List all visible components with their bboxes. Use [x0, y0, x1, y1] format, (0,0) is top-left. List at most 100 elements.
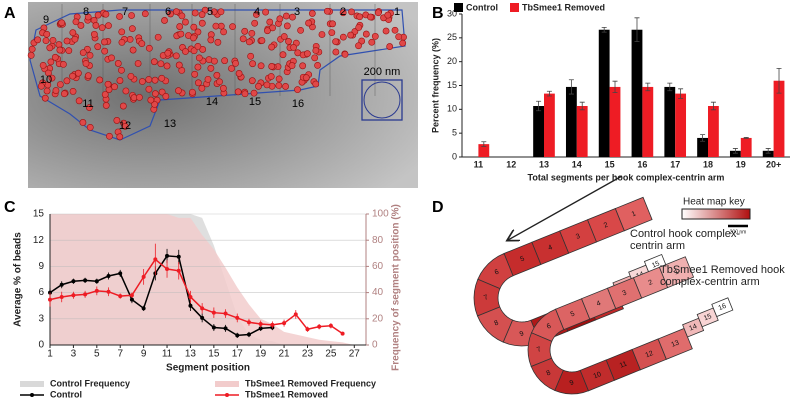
bead: [280, 33, 288, 40]
bead: [268, 43, 276, 51]
legend-label: TbSmee1 Removed Frequency: [245, 378, 376, 388]
segment-number: 7: [536, 346, 542, 354]
error-bar: [732, 148, 738, 154]
segment-number: 7: [122, 6, 128, 18]
bead: [69, 72, 76, 80]
point: [83, 292, 88, 297]
error-bar: [481, 141, 487, 147]
bead: [86, 123, 94, 131]
bead: [42, 37, 50, 45]
bead: [288, 62, 296, 69]
bead: [269, 24, 277, 32]
point: [71, 293, 76, 298]
bead: [204, 75, 212, 83]
scale-box: [361, 79, 403, 121]
error-bar: [776, 67, 782, 94]
bead: [302, 74, 310, 82]
bead: [43, 30, 51, 38]
bead: [177, 30, 185, 38]
bead: [69, 29, 77, 37]
bead: [248, 77, 256, 85]
hook-label: TbSmee1 Removed hook complex-centrin arm: [660, 264, 785, 288]
x-tick-label: 14: [572, 159, 582, 169]
bead: [358, 37, 366, 45]
bead: [221, 57, 229, 65]
bead: [276, 15, 284, 23]
bead: [145, 44, 153, 52]
point: [293, 312, 298, 317]
bead: [128, 12, 135, 19]
bead: [127, 72, 135, 80]
point: [200, 315, 205, 320]
error-bar: [579, 101, 585, 111]
point: [340, 331, 345, 336]
bead: [101, 91, 109, 98]
bead: [151, 76, 159, 84]
bead: [92, 22, 100, 29]
bead: [356, 13, 364, 21]
bead: [219, 84, 227, 92]
point: [153, 257, 158, 262]
hook-segment: [711, 297, 734, 318]
segment-number: 10: [40, 74, 52, 86]
segment-number: 5: [519, 255, 525, 263]
hook-label: Control hook complex-centrin arm: [630, 228, 741, 252]
bead: [84, 72, 92, 80]
bead: [328, 29, 336, 36]
error-bar: [645, 82, 651, 92]
x-tick-label: 19: [736, 159, 746, 169]
point: [129, 293, 134, 298]
point: [223, 311, 228, 316]
bead: [207, 36, 215, 44]
bead: [111, 83, 118, 91]
bead: [158, 88, 166, 96]
bead: [228, 65, 235, 72]
bead: [232, 59, 239, 67]
bead: [150, 58, 158, 66]
y-tick-label: 30: [447, 8, 457, 18]
point: [328, 323, 333, 328]
bead: [58, 19, 66, 27]
x-tick-label: 13: [185, 349, 197, 360]
bead: [60, 90, 68, 98]
bead: [303, 50, 311, 58]
bead: [216, 78, 223, 86]
key-gradient: [681, 208, 751, 220]
bead: [248, 29, 256, 37]
bead: [69, 88, 77, 95]
point: [223, 326, 228, 331]
segment-number: 16: [718, 303, 728, 312]
bead: [341, 51, 349, 58]
point: [270, 322, 275, 327]
bead: [275, 82, 283, 89]
bead: [332, 38, 340, 46]
bead: [161, 17, 168, 24]
y2-axis-label: Frequency of segment position (%): [391, 204, 402, 371]
bead: [163, 62, 171, 70]
point: [141, 274, 146, 279]
segment-number: 4: [547, 244, 553, 252]
bar: [708, 105, 719, 157]
bead: [182, 18, 189, 26]
segment-number: 9: [569, 379, 575, 387]
bead: [207, 64, 215, 72]
bar: [675, 93, 687, 157]
bead: [355, 24, 363, 31]
bead: [311, 54, 319, 62]
bead: [154, 33, 162, 41]
bar: [598, 29, 610, 158]
hook-segment: [657, 327, 693, 360]
point: [118, 271, 123, 276]
bead: [266, 18, 274, 26]
bead: [367, 13, 374, 21]
x-tick-label: 5: [94, 349, 100, 360]
bead: [102, 10, 110, 18]
x-tick-label: 23: [302, 349, 314, 360]
segment-number: 13: [670, 339, 680, 348]
legend-swatch: [225, 393, 229, 397]
bead: [167, 10, 174, 18]
point: [176, 254, 181, 259]
x-tick-label: 12: [506, 159, 516, 169]
bead: [190, 23, 198, 31]
bead: [250, 89, 258, 97]
